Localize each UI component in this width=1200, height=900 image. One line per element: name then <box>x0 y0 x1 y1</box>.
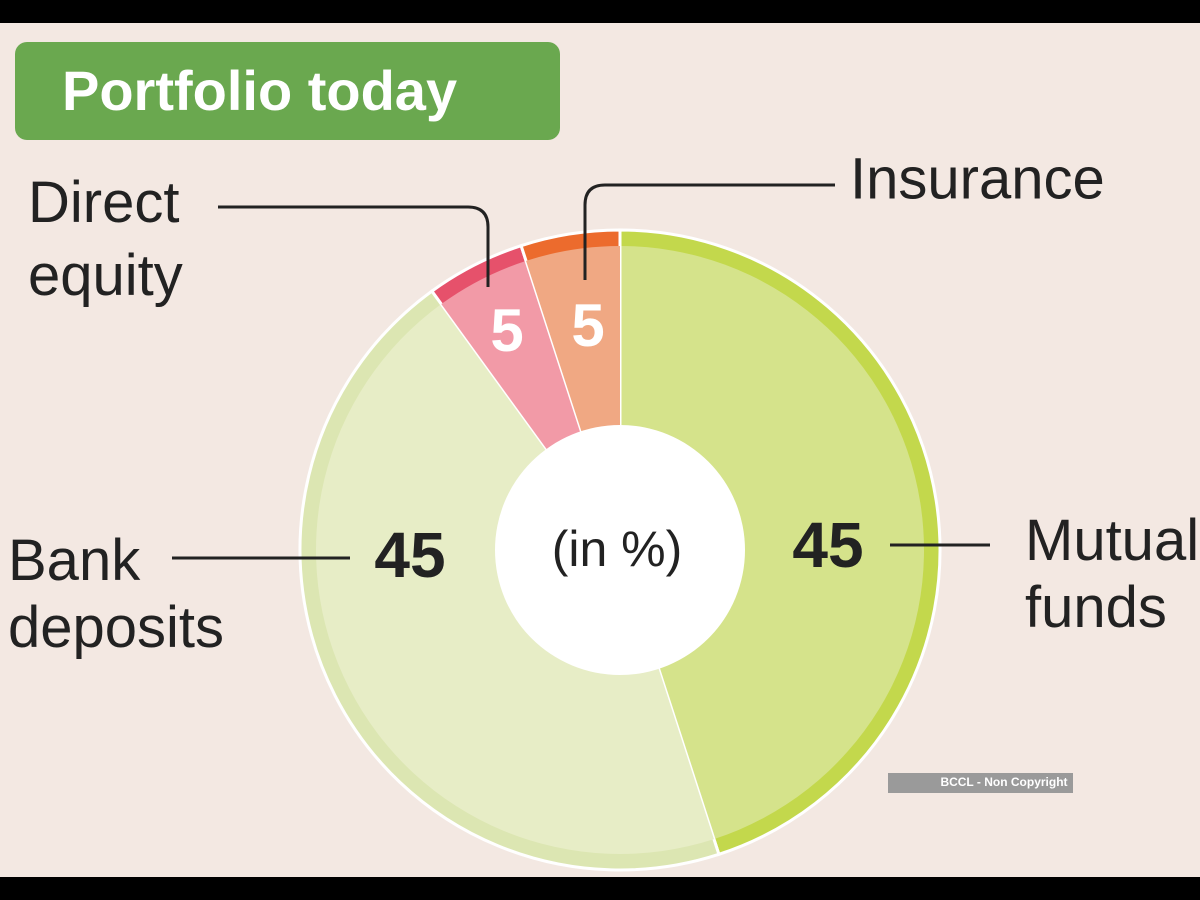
watermark-box <box>888 773 1073 793</box>
category-label: Insurance <box>850 146 1105 211</box>
title-box <box>15 42 560 140</box>
chart-title: Portfolio today <box>62 59 457 122</box>
value-label: 45 <box>792 509 863 581</box>
category-label: Direct equity <box>28 170 183 308</box>
center-label: (in %) <box>552 521 683 577</box>
center-hole <box>495 425 745 675</box>
value-label: 45 <box>374 519 445 591</box>
category-label: Bank deposits <box>8 528 224 660</box>
watermark: BCCL - Non Copyright <box>940 775 1067 789</box>
leader-lines <box>172 183 990 560</box>
slice <box>620 246 924 840</box>
category-label: Mutual funds <box>1025 508 1199 640</box>
value-label: 5 <box>571 292 604 359</box>
leader-line <box>218 205 490 287</box>
value-label: 5 <box>490 297 523 364</box>
leader-line <box>583 183 835 280</box>
